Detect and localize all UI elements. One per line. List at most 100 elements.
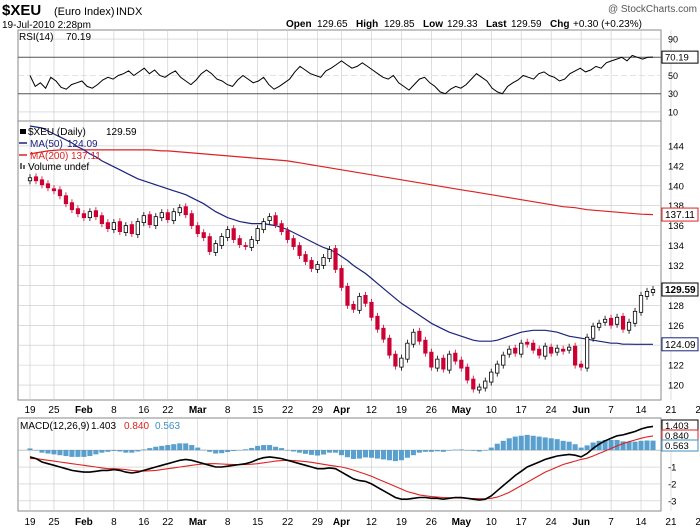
macd-last-box	[661, 439, 699, 452]
macd-hist-bar	[536, 436, 542, 451]
time-axis-label: May	[452, 405, 472, 416]
time-axis-label: 26	[426, 517, 438, 528]
price-last-box	[661, 337, 699, 352]
macd-hist-bar	[99, 450, 105, 453]
ma50-legend-label: MA(50)	[30, 139, 63, 150]
candle-body	[417, 330, 422, 342]
macd-hist-bar	[374, 450, 380, 459]
macd-hist-bar	[153, 446, 159, 451]
macd-hist-bar	[45, 450, 51, 454]
time-axis-label: Jun	[572, 517, 590, 528]
macd-hist-bar	[123, 450, 129, 453]
macd-hist-bar	[213, 450, 219, 454]
candle-body	[291, 238, 296, 247]
macd-hist-bar	[33, 450, 39, 451]
time-axis-label: 19	[396, 405, 408, 416]
candle-body	[585, 336, 590, 369]
candle-body	[626, 321, 632, 331]
chg-label: Chg	[550, 19, 569, 30]
candle-body	[33, 176, 39, 182]
candle-body	[183, 206, 188, 216]
candle-body	[644, 290, 650, 297]
macd-hist-bar	[518, 435, 524, 451]
macd-hist-bar	[51, 450, 57, 455]
macd-hist-bar	[147, 448, 153, 451]
macd-hist-bar	[177, 443, 183, 451]
time-axis-label: Mar	[189, 517, 207, 528]
macd-last-label: 0.840	[665, 431, 689, 442]
ma50-legend-value: 124.09	[67, 139, 98, 150]
candle-body	[567, 346, 572, 351]
macd-hist-bar	[422, 450, 428, 452]
macd-hist-bar	[87, 450, 93, 457]
candle-body	[105, 222, 110, 230]
candle-body	[279, 223, 284, 233]
macd-hist-bar	[303, 450, 309, 454]
macd-tick-label: -1	[668, 463, 676, 474]
candle-body	[650, 289, 656, 293]
candle-body	[549, 346, 554, 354]
macd-hist-bar	[506, 438, 512, 451]
price-tick-label: 128	[668, 301, 684, 312]
macd-hist-bar	[446, 450, 452, 451]
macd-hist-bar	[63, 450, 69, 457]
macd-hist-bar	[392, 450, 398, 462]
candle-body	[51, 188, 57, 192]
daily-legend-swatch	[20, 129, 26, 134]
candle-body	[351, 303, 356, 310]
candle-body	[141, 215, 146, 224]
rsi-panel: RSI(14) 70.19 907050301070.19	[17, 29, 699, 122]
macd-hist-bar	[225, 450, 231, 452]
macd-hist-bar	[207, 450, 213, 452]
candle-body	[429, 351, 434, 368]
macd-hist-bar	[350, 450, 357, 459]
price-legend: $XEU (Daily) 129.59 MA(50) 124.09 MA(200…	[19, 127, 137, 173]
candle-body	[129, 224, 134, 234]
macd-hist-bar	[183, 443, 189, 451]
macd-hist-bar	[27, 448, 33, 451]
candle-body	[638, 294, 644, 313]
volume-legend-swatch	[20, 163, 22, 169]
price-last-label: 137.11	[665, 210, 695, 221]
candle-body	[81, 213, 87, 219]
price-tick-label: 136	[668, 221, 684, 232]
candle-body	[495, 363, 500, 374]
time-axis-label: 25	[48, 517, 60, 528]
time-axis-label: 25	[48, 405, 60, 416]
macd-legend-label: MACD(12,26,9)	[20, 421, 89, 432]
macd-hist-bar	[57, 450, 63, 456]
high-label: High	[356, 19, 378, 30]
macd-hist-bar	[189, 445, 195, 451]
candle-body	[171, 211, 176, 222]
time-axis-label: 14	[635, 405, 647, 416]
macd-hist-bar	[434, 450, 440, 452]
time-axis-label: 12	[366, 517, 378, 528]
rsi-tick-label: 30	[668, 89, 678, 99]
price-tick-label: 132	[668, 261, 684, 272]
price-tick-label: 144	[668, 141, 684, 152]
candle-body	[249, 239, 254, 248]
rsi-line	[29, 54, 654, 95]
time-axis-label: Apr	[333, 405, 350, 416]
candle-body	[255, 228, 260, 241]
candle-body	[147, 214, 152, 226]
candle-body	[381, 327, 386, 340]
candle-body	[387, 337, 392, 356]
price-tick-label: 140	[668, 181, 684, 192]
macd-hist-bar	[237, 449, 243, 451]
rsi-tick-label: 90	[668, 35, 678, 45]
macd-hist-bar	[638, 440, 644, 451]
candle-body	[123, 225, 128, 233]
time-axis-label: 10	[486, 405, 498, 416]
macd-hist-bar	[530, 435, 536, 451]
macd-hist-bar	[273, 446, 279, 451]
candle-body	[596, 322, 602, 328]
macd-hist-bar	[644, 440, 650, 451]
candle-body	[327, 249, 332, 259]
time-axis-label: 17	[516, 405, 528, 416]
candle-body	[339, 268, 344, 288]
time-axis-label: 19	[24, 405, 36, 416]
candle-body	[489, 371, 494, 383]
macd-hist-bar	[650, 440, 656, 451]
macd-hist-bar	[309, 450, 315, 455]
